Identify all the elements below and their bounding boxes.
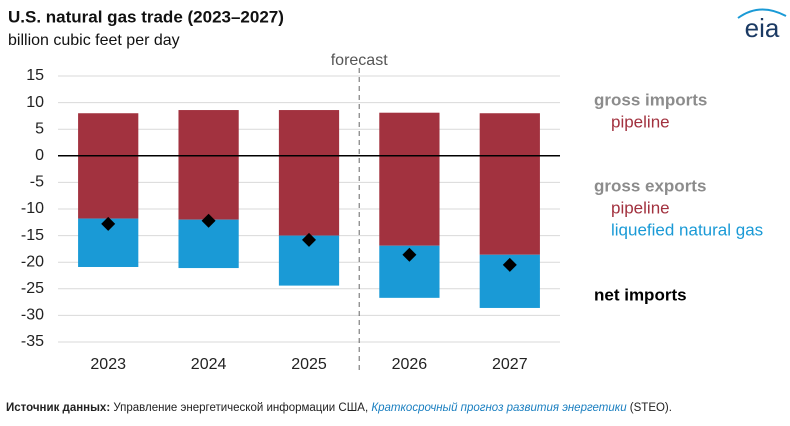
legend-group: gross exports (594, 176, 706, 195)
legend-group: gross imports (594, 90, 707, 109)
y-tick-label: -15 (21, 227, 44, 244)
x-tick-label: 2023 (90, 356, 126, 373)
source-label: Источник данных: (6, 402, 111, 414)
chart-title: U.S. natural gas trade (2023–2027) (8, 7, 284, 26)
x-tick-label: 2027 (492, 356, 528, 373)
x-tick-label: 2025 (291, 356, 327, 373)
net-marker (101, 216, 116, 231)
logo-arc (737, 8, 787, 19)
legend-entry: pipeline (611, 198, 670, 217)
y-tick-label: 10 (26, 94, 44, 111)
y-tick-label: -10 (21, 200, 44, 217)
chart-subtitle: billion cubic feet per day (8, 32, 180, 49)
bar-segment (78, 113, 139, 156)
legend-entry: net imports (594, 285, 687, 304)
bar-segment (278, 155, 340, 236)
source-note: Источник данных: Управление энергетическ… (6, 402, 672, 414)
net-marker (302, 232, 316, 247)
y-tick-label: -5 (30, 174, 44, 191)
source-suffix: (STEO). (629, 402, 672, 414)
x-tick-label: 2024 (191, 356, 227, 373)
bar-segment (379, 112, 440, 156)
bar-segment (479, 155, 540, 255)
bar-segment (178, 110, 239, 156)
source-text: Управление энергетической информации США… (113, 402, 369, 414)
source-link[interactable]: Краткосрочный прогноз развития энергетик… (371, 402, 627, 414)
bar-segment (78, 155, 139, 219)
legend-entry: pipeline (611, 112, 670, 131)
bar-segment (379, 155, 440, 246)
logo: eia (745, 13, 780, 43)
y-tick-label: -35 (21, 333, 44, 350)
x-tick-label: 2026 (392, 356, 428, 373)
bar-segment (479, 113, 540, 156)
y-tick-label: -25 (21, 280, 44, 297)
forecast-label: forecast (331, 52, 388, 69)
bar-segment (178, 155, 239, 220)
net-marker (502, 257, 517, 272)
net-marker (201, 213, 216, 228)
chart: U.S. natural gas trade (2023–2027) billi… (8, 7, 787, 373)
net-marker (402, 247, 417, 262)
y-tick-label: 15 (26, 67, 44, 84)
y-tick-label: 5 (35, 120, 44, 137)
bar-segment (178, 219, 239, 269)
y-tick-label: -20 (21, 253, 44, 270)
bar-segment (278, 110, 340, 156)
y-tick-label: 0 (35, 147, 44, 164)
legend-entry: liquefied natural gas (611, 220, 763, 239)
y-tick-label: -30 (21, 307, 44, 324)
